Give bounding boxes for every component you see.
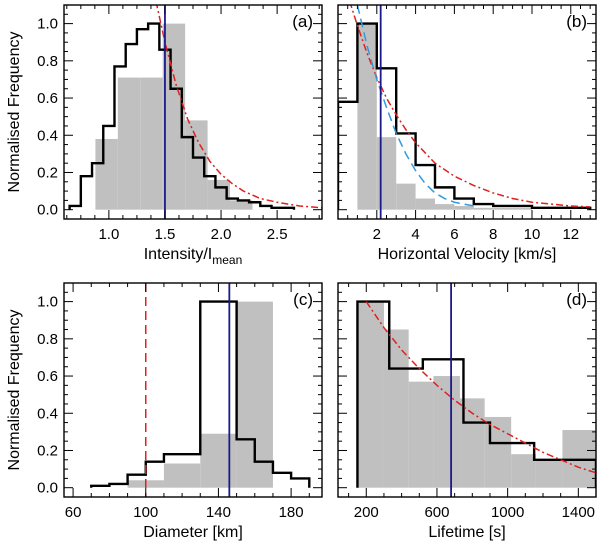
panel-b-filled-bar — [473, 207, 494, 210]
panel-a-outline-histogram — [68, 22, 296, 210]
panel-d-x-tick-label: 200 — [354, 504, 379, 521]
panel-c-tag: (c) — [293, 290, 313, 309]
panel-d-x-tick-label: 1400 — [562, 504, 595, 521]
panel-d-filled-bar — [433, 376, 460, 488]
panel-c-filled-bar — [163, 463, 201, 488]
panel-a-filled-bar — [185, 120, 208, 210]
panel-a-y-tick-label: 1.0 — [37, 16, 58, 33]
panel-d-filled-bar — [408, 381, 434, 488]
panel-a-x-tick-label: 1.5 — [155, 226, 176, 243]
panel-b-filled-bar — [434, 204, 455, 210]
panel-a-y-tick-label: 0.0 — [37, 202, 58, 219]
panel-a-plot-area — [68, 5, 322, 219]
panel-d-outline-histogram — [356, 300, 596, 488]
panel-a-x-tick-label: 1.0 — [98, 226, 119, 243]
panel-c-y-tick-label: 0.4 — [37, 405, 58, 422]
panel-b-filled-bar — [396, 183, 416, 210]
panel-c-y-tick-label: 0.2 — [37, 442, 58, 459]
panel-a-y-tick-label: 0.8 — [37, 53, 58, 70]
panel-a-filled-bar — [117, 77, 141, 210]
panel-c-x-tick-label: 180 — [279, 504, 304, 521]
panel-b-filled-bar — [454, 205, 474, 210]
panel-c-x-tick-label: 140 — [206, 504, 231, 521]
panel-d-tag: (d) — [566, 290, 587, 309]
panel-c-axes-frame — [63, 282, 323, 498]
panel-c-outline-histogram — [90, 300, 311, 488]
panel-d-x-axis-label-text: Lifetime [s] — [428, 524, 505, 541]
panel-c-y-tick-label: 0.6 — [37, 368, 58, 385]
panel-b-tag: (b) — [566, 12, 587, 31]
panel-b-x-axis-label: Horizontal Velocity [km/s] — [378, 246, 557, 263]
panel-d-filled-bar — [484, 416, 512, 488]
panel-a-filled-bar — [162, 23, 186, 210]
panel-a-filled-bar — [140, 77, 163, 210]
panel-b-filled-bar — [493, 207, 513, 210]
panel-b-x-tick-label: 8 — [489, 226, 497, 243]
panel-c-y-tick-label: 0.0 — [37, 480, 58, 497]
panel-b-filled-bar — [376, 137, 397, 210]
panel-a-y-tick-label: 0.6 — [37, 90, 58, 107]
panel-a-x-axis-label: Intensity/Imean — [144, 246, 243, 267]
panel-b-x-tick-label: 10 — [524, 226, 541, 243]
panel-c-y-tick-label: 1.0 — [37, 294, 58, 311]
panel-c-x-axis-label: Diameter [km] — [143, 524, 243, 541]
panel-d-filled-bar — [357, 301, 384, 488]
panel-b-axes-frame — [337, 4, 597, 220]
panel-d-filled-bar — [535, 459, 563, 488]
panel-a-filled-bar — [230, 200, 253, 210]
panel-b: 2 4 6 8 10 12 Horizontal Velocity [km/s] (b) — [337, 4, 597, 263]
panel-a-x-tick-label: 2.0 — [211, 226, 232, 243]
panel-b-x-tick-label: 2 — [373, 226, 381, 243]
panel-d-x-axis-label: Lifetime [s] — [428, 524, 505, 541]
panel-a-x-tick-label: 2.5 — [267, 226, 288, 243]
panel-c-x-tick-label: 100 — [133, 504, 158, 521]
panel-a-filled-bar — [95, 138, 118, 210]
panel-b-filled-bar — [512, 207, 532, 210]
panel-d-plot-area — [356, 283, 596, 497]
panel-b-fit-curve-1 — [356, 5, 474, 207]
panel-c-y-tick-label: 0.8 — [37, 331, 58, 348]
panel-a-x-axis-label-subscript: mean — [212, 253, 242, 267]
panel-b-x-tick-label: 6 — [450, 226, 458, 243]
panel-b-x-axis-label-text: Horizontal Velocity [km/s] — [378, 246, 557, 263]
panel-b-fit-curve-0 — [350, 5, 591, 208]
panel-b-filled-bar — [357, 23, 377, 210]
panel-a-fit-curve-0 — [156, 5, 322, 209]
panel-b-x-tick-label: 12 — [562, 226, 579, 243]
panel-b-filled-bar — [415, 198, 435, 210]
panel-a-y-tick-label: 0.4 — [37, 127, 58, 144]
panel-a-y-axis-label: Normalised Frequency — [6, 32, 23, 193]
panel-d-x-tick-label: 600 — [424, 504, 449, 521]
panel-a: 1.0 1.5 2.0 2.5 0.0 0.2 0.4 0.6 0.8 1.0 Intensity/… — [6, 4, 323, 267]
panel-c-x-axis-label-text: Diameter [km] — [143, 524, 243, 541]
panel-d-x-tick-label: 1000 — [491, 504, 524, 521]
panel-b-outline-histogram — [338, 22, 592, 210]
panel-b-x-tick-label: 4 — [411, 226, 419, 243]
panel-d-filled-bar — [511, 454, 536, 488]
panel-b-plot-area — [338, 5, 592, 219]
panel-c-x-tick-label: 60 — [65, 504, 82, 521]
panel-a-y-tick-label: 0.2 — [37, 164, 58, 181]
panel-d: 200 600 1000 1400 Lifetime [s] (d) — [337, 282, 597, 541]
panel-a-x-axis-label-text: Intensity/I — [144, 246, 212, 263]
panel-c-filled-bar — [200, 433, 237, 488]
panel-a-tag: (a) — [292, 12, 313, 31]
panel-c-plot-area — [90, 283, 311, 497]
panel-c-y-axis-label: Normalised Frequency — [6, 310, 23, 471]
panel-c: 60 100 140 180 0.0 0.2 0.4 0.6 0.8 1.0 Diameter [k… — [6, 282, 323, 541]
panel-d-axes-frame — [337, 282, 597, 498]
panel-d-fit-curve-0 — [365, 301, 596, 474]
